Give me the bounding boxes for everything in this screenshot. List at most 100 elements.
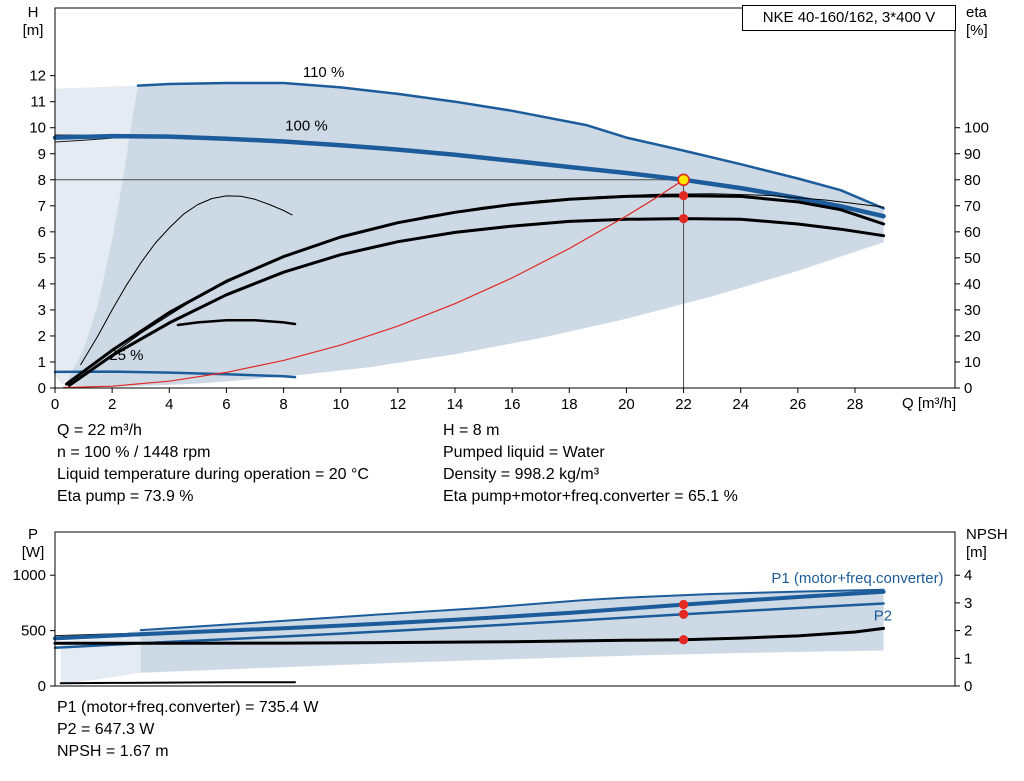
x-tick-label: 20 bbox=[618, 396, 635, 413]
qh-right-axis-name: eta bbox=[966, 4, 987, 21]
power-left-axis-header: P [W] bbox=[16, 526, 50, 562]
left-tick-label: 0 bbox=[38, 380, 46, 397]
left-tick-label: 3 bbox=[38, 302, 46, 319]
x-tick-label: 28 bbox=[847, 396, 864, 413]
right-tick-label: 80 bbox=[964, 172, 981, 189]
curve-speed-110 bbox=[136, 81, 885, 210]
left-tick-label: 2 bbox=[38, 328, 46, 345]
right-tick-label: 0 bbox=[964, 678, 972, 695]
left-tick-label: 6 bbox=[38, 224, 46, 241]
right-tick-label: 3 bbox=[964, 595, 972, 612]
info-eta-total: Eta pump+motor+freq.converter = 65.1 % bbox=[443, 488, 738, 505]
curve-label: 110 % bbox=[303, 64, 344, 81]
left-tick-label: 12 bbox=[29, 68, 46, 85]
x-tick-label: 6 bbox=[222, 396, 230, 413]
power-plot-frame bbox=[54, 531, 956, 687]
curve-label: 100 % bbox=[285, 117, 328, 134]
left-tick-label: 0 bbox=[38, 678, 46, 695]
left-tick-label: 4 bbox=[38, 276, 46, 293]
curve-label: P2 bbox=[874, 608, 892, 625]
right-tick-label: 1 bbox=[964, 650, 972, 667]
power-left-axis-unit: [W] bbox=[21, 544, 45, 561]
left-tick-label: 10 bbox=[29, 120, 46, 137]
right-tick-label: 2 bbox=[964, 623, 972, 640]
x-tick-label: 18 bbox=[561, 396, 578, 413]
left-tick-label: 1000 bbox=[13, 567, 46, 584]
right-tick-label: 30 bbox=[964, 302, 981, 319]
pump-title-box: NKE 40-160/162, 3*400 V bbox=[742, 5, 956, 31]
x-tick-label: 2 bbox=[108, 396, 116, 413]
p1-max-speed-curve bbox=[139, 588, 885, 632]
x-tick-label: 16 bbox=[504, 396, 521, 413]
curve-label: 25 % bbox=[109, 347, 143, 364]
curve-speed-100 bbox=[52, 133, 886, 219]
right-tick-label: 70 bbox=[964, 198, 981, 215]
x-tick-label: 10 bbox=[332, 396, 349, 413]
power-left-axis-name: P bbox=[27, 526, 38, 543]
duty-point[interactable] bbox=[677, 173, 690, 187]
qh-x-axis-label: Q [m³/h] bbox=[902, 395, 957, 412]
left-tick-label: 500 bbox=[21, 623, 46, 640]
curve-speed-25 bbox=[53, 370, 297, 379]
x-tick-label: 24 bbox=[732, 396, 749, 413]
curve-label: P1 (motor+freq.converter) bbox=[771, 570, 943, 587]
qh-right-axis-unit: [%] bbox=[966, 22, 988, 39]
right-tick-label: 0 bbox=[964, 380, 972, 397]
operating-value-dot bbox=[678, 609, 689, 619]
power-right-axis-unit: [m] bbox=[966, 544, 987, 561]
info-speed: n = 100 % / 1448 rpm bbox=[57, 444, 211, 461]
left-tick-label: 7 bbox=[38, 198, 46, 215]
eta-total-25-speed bbox=[176, 319, 297, 327]
right-tick-label: 10 bbox=[964, 354, 981, 371]
info-head: H = 8 m bbox=[443, 422, 500, 439]
info-p2: P2 = 647.3 W bbox=[57, 721, 155, 738]
info-eta-pump: Eta pump = 73.9 % bbox=[57, 488, 194, 505]
x-tick-label: 26 bbox=[790, 396, 807, 413]
eta-pump-curve bbox=[64, 194, 886, 386]
control-curve bbox=[62, 179, 685, 389]
info-flow: Q = 22 m³/h bbox=[57, 422, 142, 439]
eta-total-curve bbox=[67, 217, 886, 387]
x-tick-label: 4 bbox=[165, 396, 173, 413]
qh-left-axis-unit: [m] bbox=[22, 22, 44, 39]
left-tick-label: 9 bbox=[38, 146, 46, 163]
qh-plot-frame bbox=[54, 7, 956, 389]
power-envelope-area bbox=[140, 589, 884, 673]
left-tick-label: 1 bbox=[38, 354, 46, 371]
right-tick-label: 60 bbox=[964, 224, 981, 241]
info-npsh: NPSH = 1.67 m bbox=[57, 743, 169, 760]
right-tick-label: 40 bbox=[964, 276, 981, 293]
info-pumped-liquid: Pumped liquid = Water bbox=[443, 444, 605, 461]
power-25-speed-curve bbox=[59, 681, 296, 685]
right-tick-label: 50 bbox=[964, 250, 981, 267]
x-tick-label: 0 bbox=[51, 396, 59, 413]
operating-value-dot bbox=[678, 191, 689, 201]
info-p1: P1 (motor+freq.converter) = 735.4 W bbox=[57, 699, 319, 716]
x-tick-label: 14 bbox=[447, 396, 464, 413]
left-tick-label: 11 bbox=[30, 94, 46, 111]
envelope-left-area bbox=[55, 85, 138, 385]
p2-curve bbox=[53, 602, 885, 650]
left-tick-label: 8 bbox=[38, 172, 46, 189]
duty-info-left-column: Q = 22 m³/h n = 100 % / 1448 rpm Liquid … bbox=[57, 420, 369, 508]
right-tick-label: 4 bbox=[964, 567, 972, 584]
x-tick-label: 12 bbox=[390, 396, 407, 413]
left-tick-label: 5 bbox=[38, 250, 46, 267]
x-tick-label: 22 bbox=[675, 396, 692, 413]
qh-left-axis-header: H [m] bbox=[16, 4, 50, 40]
x-tick-label: 8 bbox=[279, 396, 287, 413]
duty-info-right-column: H = 8 m Pumped liquid = Water Density = … bbox=[443, 420, 738, 508]
qh-right-axis-header: eta [%] bbox=[966, 4, 1018, 40]
right-tick-label: 100 bbox=[964, 120, 989, 137]
eta-curve-25-speed bbox=[80, 195, 293, 366]
info-density: Density = 998.2 kg/m³ bbox=[443, 466, 600, 483]
p1-curve bbox=[53, 589, 886, 641]
operating-value-dot bbox=[678, 213, 689, 224]
npsh-curve bbox=[53, 626, 886, 645]
info-liquid-temperature: Liquid temperature during operation = 20… bbox=[57, 466, 369, 483]
right-tick-label: 20 bbox=[964, 328, 981, 345]
power-right-axis-name: NPSH bbox=[966, 526, 1008, 543]
right-tick-label: 90 bbox=[964, 146, 981, 163]
operating-envelope-area bbox=[65, 83, 884, 388]
